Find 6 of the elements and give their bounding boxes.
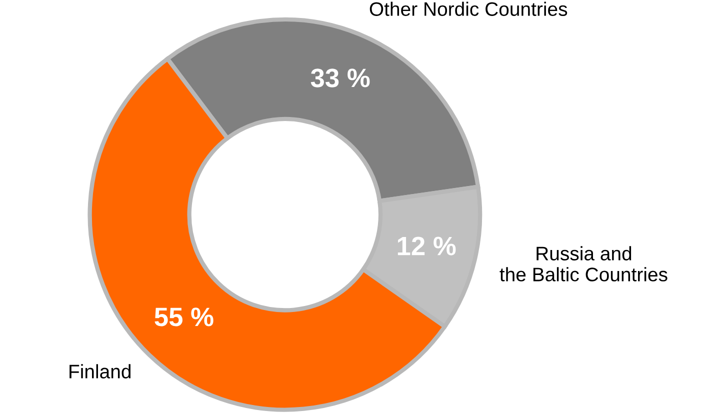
slice-label: Russia and the Baltic Countries (500, 246, 668, 282)
data-label: 12 % (398, 236, 456, 256)
data-label: 33 % (310, 68, 370, 88)
data-label: 55 % (154, 308, 214, 326)
slice-label: Other Nordic Countries (370, 2, 568, 16)
slice-label: Finland (70, 364, 130, 378)
